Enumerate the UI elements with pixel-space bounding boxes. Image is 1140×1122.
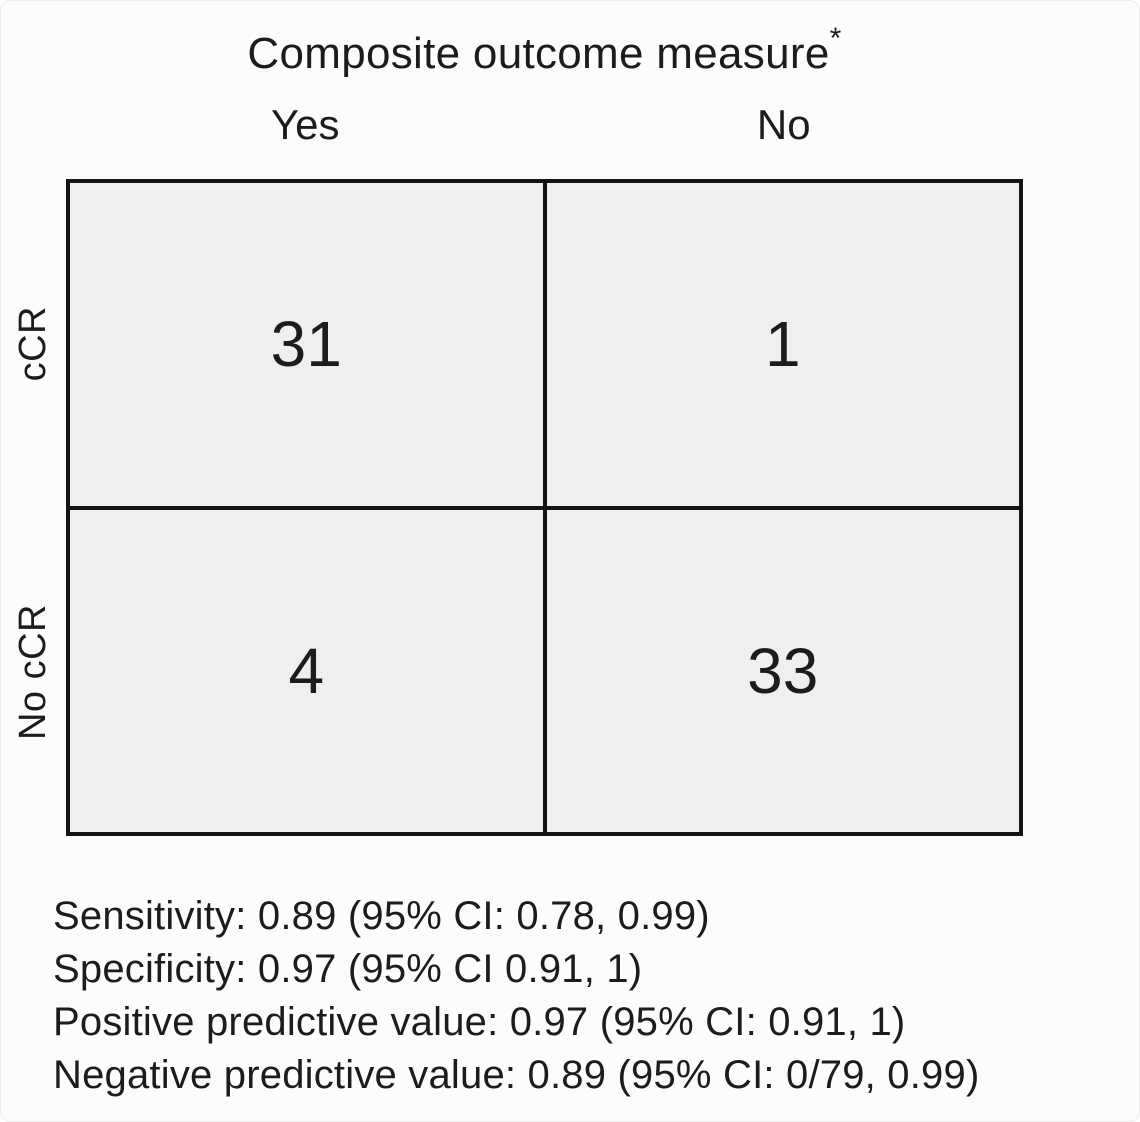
statistics-block: Sensitivity: 0.89 (95% CI: 0.78, 0.99) S… xyxy=(1,890,1139,1102)
column-headers: Yes No xyxy=(66,99,1023,151)
row-headers: cCR No cCR xyxy=(1,179,66,836)
title-asterisk: * xyxy=(829,22,842,56)
stat-specificity: Specificity: 0.97 (95% CI 0.91, 1) xyxy=(53,947,643,991)
column-header-yes: Yes xyxy=(270,101,340,148)
stat-negative-predictive-value: Negative predictive value: 0.89 (95% CI:… xyxy=(53,1053,980,1097)
column-header-no: No xyxy=(756,101,811,148)
row-header-ccr-box: cCR xyxy=(1,179,66,508)
figure-title-text: Composite outcome measure xyxy=(247,29,830,78)
row-header-no-ccr-box: No cCR xyxy=(1,508,66,837)
figure-title: Composite outcome measure* xyxy=(66,24,1023,81)
row-header-ccr: cCR xyxy=(12,305,54,381)
matrix-cell-ccr-yes: 31 xyxy=(70,183,543,506)
matrix-cell-no-ccr-no: 33 xyxy=(546,509,1019,832)
stat-positive-predictive-value: Positive predictive value: 0.97 (95% CI:… xyxy=(53,1000,906,1044)
matrix-cell-ccr-no: 1 xyxy=(546,183,1019,506)
row-header-no-ccr: No cCR xyxy=(12,603,54,740)
matrix-grid: 31 1 4 33 xyxy=(66,179,1023,836)
matrix-cell-no-ccr-yes: 4 xyxy=(70,509,543,832)
stat-sensitivity: Sensitivity: 0.89 (95% CI: 0.78, 0.99) xyxy=(53,894,710,938)
